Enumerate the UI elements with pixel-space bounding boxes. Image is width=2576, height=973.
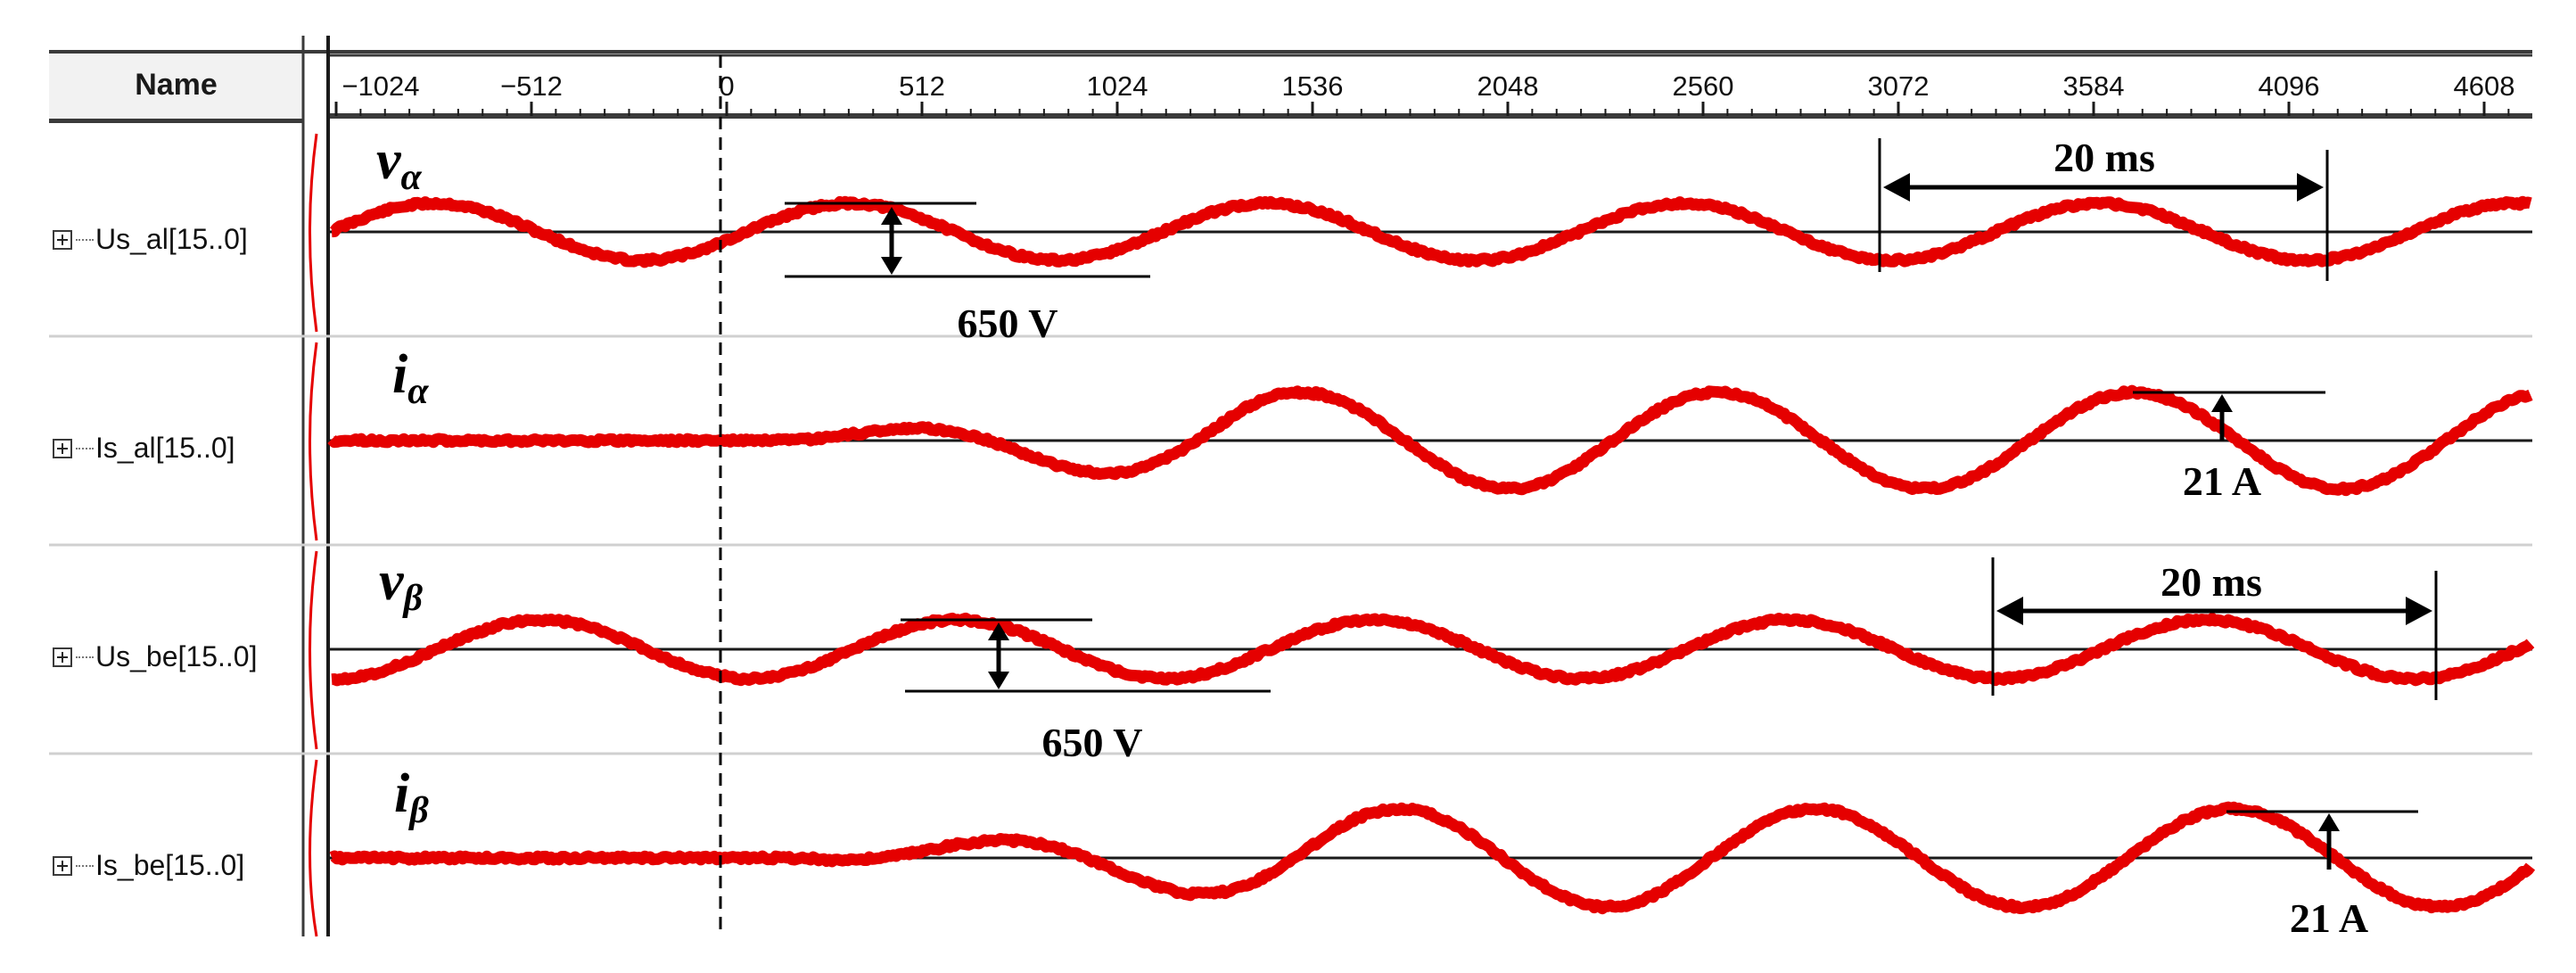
annotation-i-alpha-amplitude: 21 A [2133, 391, 2325, 504]
symbol-letter: i [392, 344, 407, 405]
ruler-tick-label: −512 [500, 70, 563, 102]
signal-row-is-be[interactable]: Is_be[15..0] [49, 845, 303, 899]
signal-symbol-i-alpha: iα [392, 344, 429, 412]
expand-plus-icon[interactable] [53, 647, 72, 667]
signal-row-us-be[interactable]: Us_be[15..0] [49, 637, 303, 690]
ruler-tick-label: 0 [719, 70, 734, 102]
ruler-tick-label: 3072 [1868, 70, 1930, 102]
symbol-subscript: β [407, 790, 429, 831]
expand-plus-icon[interactable] [53, 856, 72, 876]
tree-connector [76, 239, 94, 241]
annotation-v-alpha-period: 20 ms [1878, 135, 2329, 281]
signal-symbol-i-beta: iβ [394, 763, 429, 831]
annotation-label: 650 V [958, 301, 1058, 346]
annotation-v-beta-period: 20 ms [1991, 557, 2438, 700]
expand-plus-icon[interactable] [53, 439, 72, 458]
symbol-letter: i [394, 763, 409, 824]
symbol-letter: v [379, 551, 405, 612]
symbol-subscript: α [401, 157, 423, 198]
row-bracket-mark [309, 342, 318, 541]
time-ruler[interactable]: −1024 −512 0 512 1024 1536 2048 2560 3072 3584 409… [334, 70, 2515, 116]
tree-connector [76, 656, 94, 658]
signal-symbol-v-alpha: vα [376, 130, 423, 198]
waveform-is-be[interactable] [328, 801, 2536, 915]
annotation-label: 20 ms [2160, 559, 2262, 605]
signal-row-us-al[interactable]: Us_al[15..0] [49, 219, 303, 273]
ruler-tick-label: 1024 [1087, 70, 1148, 102]
annotation-label: 21 A [2290, 895, 2368, 941]
name-header-label: Name [135, 68, 218, 102]
symbol-letter: v [376, 130, 402, 191]
name-column-header[interactable]: Name [49, 52, 303, 123]
ruler-tick-label: 4608 [2454, 70, 2515, 102]
expand-plus-icon[interactable] [53, 230, 72, 250]
row-bracket-mark [309, 759, 318, 937]
annotation-label: 20 ms [2053, 135, 2155, 180]
annotation-label: 21 A [2183, 458, 2261, 504]
annotation-label: 650 V [1042, 720, 1143, 765]
waveform-us-al[interactable] [328, 195, 2534, 268]
waveform-is-al[interactable] [327, 384, 2534, 497]
symbol-subscript: β [402, 578, 424, 619]
tree-connector [76, 865, 94, 867]
row-bracket-mark [309, 550, 318, 750]
signal-name-column: Name Us_al[15..0] Is_al[15..0] Us_be[15.… [49, 52, 303, 936]
signal-name-label: Is_al[15..0] [95, 432, 235, 464]
ruler-tick-label: 4096 [2259, 70, 2320, 102]
signal-name-label: Us_be[15..0] [95, 640, 258, 672]
symbol-subscript: α [407, 371, 429, 412]
ruler-tick-label: −1024 [342, 70, 419, 102]
signal-name-label: Is_be[15..0] [95, 849, 245, 881]
ruler-tick-label: 3584 [2063, 70, 2125, 102]
row-bracket-mark [309, 133, 318, 333]
signal-row-is-al[interactable]: Is_al[15..0] [49, 428, 303, 482]
annotation-i-beta-amplitude: 21 A [2226, 810, 2418, 941]
annotation-v-beta-amplitude: 650 V [901, 618, 1271, 765]
ruler-tick-label: 2048 [1477, 70, 1539, 102]
waveform-us-be[interactable] [328, 612, 2535, 687]
ruler-tick-label: 1536 [1282, 70, 1344, 102]
signal-symbol-v-beta: vβ [379, 551, 424, 619]
ruler-tick-label: 512 [899, 70, 945, 102]
signal-name-label: Us_al[15..0] [95, 223, 248, 255]
tree-connector [76, 448, 94, 449]
annotation-v-alpha-amplitude: 650 V [785, 202, 1150, 346]
ruler-tick-label: 2560 [1673, 70, 1734, 102]
